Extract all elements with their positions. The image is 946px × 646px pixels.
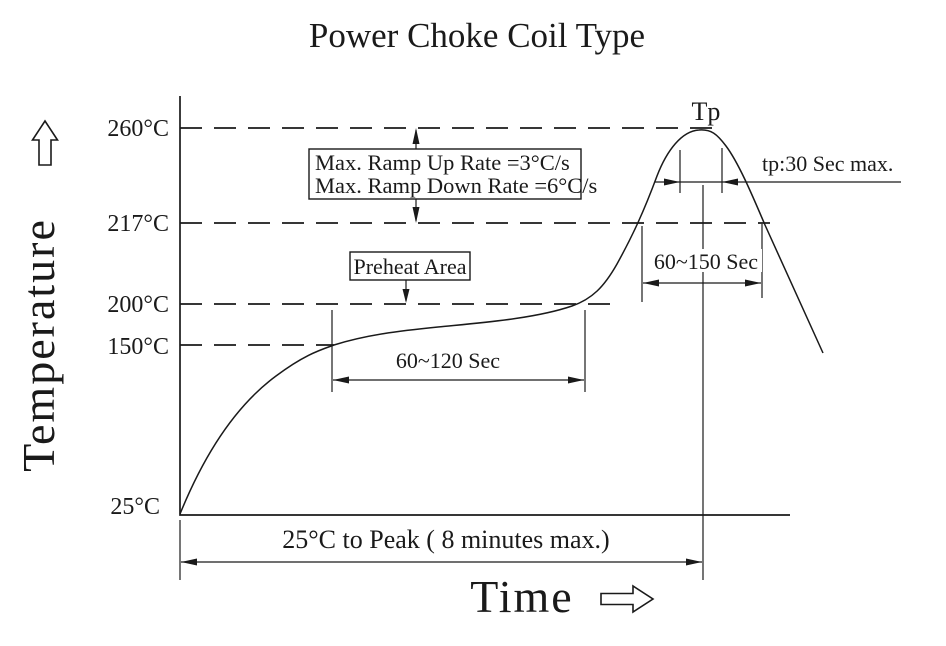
peak-dim-arrow-left [664,178,680,186]
y-label-200: 200°C [107,292,169,318]
ramp-rate-line2: Max. Ramp Down Rate =6°C/s [315,173,597,198]
liquidus-dim-arrow-left [643,279,659,287]
total-dim-arrow-right [686,558,702,566]
liquidus-dim-arrow-right [745,279,761,287]
ramp-rate-arrowhead-down [412,207,420,223]
y-label-25: 25°C [110,494,160,520]
preheat-duration-label: 60~120 Sec [396,348,500,373]
ramp-rate-annotation: Max. Ramp Up Rate =3°C/s Max. Ramp Down … [308,128,597,223]
right-arrow-icon [600,584,655,614]
liquidus-duration-label: 60~150 Sec [654,249,758,274]
temperature-curve [179,129,824,515]
preheat-annotation: Preheat Area [349,251,471,303]
preheat-box [349,251,471,281]
preheat-label: Preheat Area [354,254,467,279]
peak-duration-dimension: tp:30 Sec max. [655,148,901,193]
ramp-rate-arrowhead-up [412,128,420,144]
preheat-arrowhead [402,289,410,303]
preheat-duration-dimension: 60~120 Sec [331,310,586,392]
preheat-dim-arrow-right [568,376,584,384]
total-duration-label: 25°C to Peak ( 8 minutes max.) [282,525,609,554]
y-axis-title: Temperature [13,218,64,472]
y-label-217: 217°C [107,211,169,237]
y-label-260: 260°C [107,116,169,142]
y-label-150: 150°C [107,334,169,360]
chart-title: Power Choke Coil Type [309,16,645,55]
x-axis-title: Time [470,571,573,622]
peak-dim-arrow-right [722,178,738,186]
peak-duration-label: tp:30 Sec max. [762,151,893,176]
ramp-rate-box [308,148,582,200]
total-duration-dimension: 25°C to Peak ( 8 minutes max.) [179,520,702,580]
ramp-rate-line1: Max. Ramp Up Rate =3°C/s [315,150,570,175]
liquidus-duration-dimension: 60~150 Sec [641,224,763,302]
axes-lines [179,96,790,516]
preheat-dim-arrow-left [333,376,349,384]
total-dim-arrow-left [181,558,197,566]
up-arrow-icon [31,119,59,166]
liquidus-label-bg [650,249,762,272]
peak-label: Tp [692,97,721,126]
